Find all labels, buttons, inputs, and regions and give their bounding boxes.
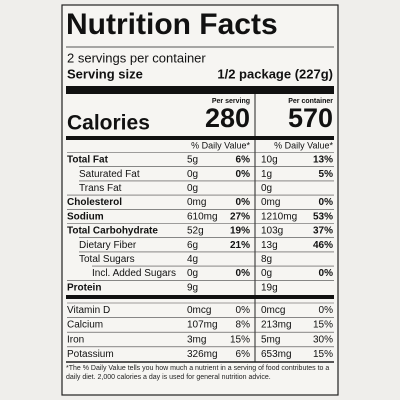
nutrient-label: Vitamin D — [67, 305, 110, 316]
container-dv: 0% — [319, 197, 334, 208]
footnote: *The % Daily Value tells you how much a … — [66, 365, 330, 381]
nutrient-label: Iron — [67, 334, 84, 345]
serving-amount: 9g — [187, 282, 198, 293]
nutrient-label: Total Carbohydrate — [67, 226, 158, 237]
container-amount: 0mg — [261, 197, 280, 208]
container-dv: 0% — [319, 305, 334, 316]
serving-dv: 0% — [236, 169, 251, 180]
container-amount: 653mg — [261, 349, 292, 360]
serving-dv: 15% — [230, 334, 250, 345]
serving-amount: 52g — [187, 226, 204, 237]
serving-amount: 0mg — [187, 197, 206, 208]
container-amount: 19g — [261, 282, 278, 293]
container-amount: 103g — [261, 226, 283, 237]
container-dv: 15% — [313, 349, 333, 360]
serving-amount: 0g — [187, 169, 198, 180]
serving-amount: 610mg — [187, 211, 218, 222]
nutrient-label: Potassium — [67, 349, 114, 360]
nutrient-label: Total Sugars — [79, 254, 135, 265]
calories-label: Calories — [67, 112, 150, 135]
serving-dv: 6% — [236, 155, 251, 166]
dv-header: % Daily Value* — [274, 140, 333, 150]
nutrient-label: Sodium — [67, 211, 104, 222]
serving-amount: 0mcg — [187, 305, 211, 316]
serving-size: 1/2 package (227g) — [217, 66, 333, 81]
container-amount: 13g — [261, 240, 278, 251]
container-amount: 1g — [261, 169, 272, 180]
thick-bar — [66, 86, 334, 94]
serving-dv: 0% — [236, 268, 251, 279]
serving-amount: 107mg — [187, 320, 218, 331]
dv-header: % Daily Value* — [191, 140, 250, 150]
serving-dv: 19% — [230, 226, 250, 237]
container-dv: 15% — [313, 320, 333, 331]
servings: 2 servings per container — [67, 50, 206, 65]
nutrient-label: Saturated Fat — [79, 169, 140, 180]
serving-dv: 0% — [236, 197, 251, 208]
serving-dv: 21% — [230, 240, 250, 251]
nutrient-label: Calcium — [67, 320, 103, 331]
container-amount: 0g — [261, 268, 272, 279]
container-dv: 0% — [319, 268, 334, 279]
serving-amount: 0g — [187, 183, 198, 194]
container-amount: 8g — [261, 254, 272, 265]
per-container: Per container — [288, 98, 333, 105]
thick-bar — [66, 136, 334, 140]
serving-amount: 4g — [187, 254, 198, 265]
container-amount: 10g — [261, 155, 278, 166]
serving-dv: 27% — [230, 211, 250, 222]
container-dv: 46% — [313, 240, 333, 251]
nutrient-label: Cholesterol — [67, 197, 122, 208]
serving-dv: 6% — [236, 349, 251, 360]
serving-amount: 6g — [187, 240, 198, 251]
container-amount: 213mg — [261, 320, 292, 331]
container-dv: 30% — [313, 334, 333, 345]
nutrient-label: Dietary Fiber — [79, 240, 137, 251]
per-serving: Per serving — [212, 98, 250, 105]
title: Nutrition Facts — [66, 8, 278, 41]
serving-dv: 0% — [236, 305, 251, 316]
serving-dv: 8% — [236, 320, 251, 331]
serving-amount: 0g — [187, 268, 198, 279]
container-dv: 5% — [319, 169, 334, 180]
thick-bar — [66, 295, 334, 299]
nutrient-label: Total Fat — [67, 155, 109, 166]
calories-serving: 280 — [205, 103, 250, 133]
container-amount: 5mg — [261, 334, 280, 345]
serving-amount: 326mg — [187, 349, 218, 360]
container-dv: 53% — [313, 211, 333, 222]
calories-container: 570 — [288, 103, 333, 133]
label-border — [61, 4, 339, 396]
container-amount: 1210mg — [261, 211, 297, 222]
serving-size-label: Serving size — [67, 66, 143, 81]
container-amount: 0mcg — [261, 305, 285, 316]
serving-amount: 5g — [187, 155, 198, 166]
nutrient-label: Protein — [67, 282, 101, 293]
nutrient-label: Trans Fat — [79, 183, 122, 194]
serving-amount: 3mg — [187, 334, 206, 345]
container-amount: 0g — [261, 183, 272, 194]
nutrient-label: Incl. Added Sugars — [92, 268, 176, 279]
container-dv: 37% — [313, 226, 333, 237]
container-dv: 13% — [313, 155, 333, 166]
